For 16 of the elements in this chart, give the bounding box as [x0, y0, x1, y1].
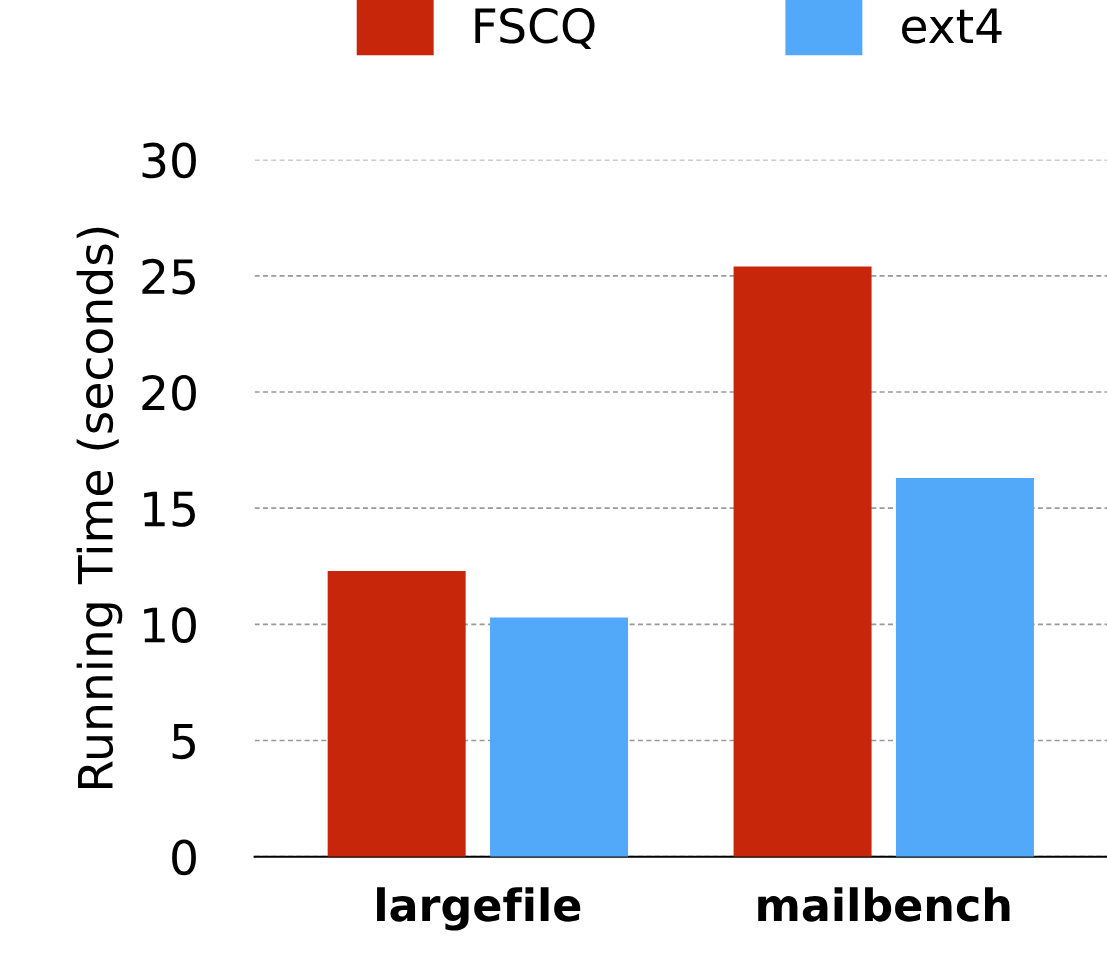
y-tick-label: 0	[172, 839, 196, 876]
y-tick-label: 25	[142, 258, 195, 295]
y-tick-label: 10	[144, 607, 196, 643]
y-tick-label: 15	[144, 491, 195, 527]
bar	[895, 478, 1034, 857]
legend-label: FSCQ	[475, 7, 595, 50]
bar	[733, 266, 872, 857]
y-tick-label: 20	[142, 374, 196, 411]
x-tick-label: mailbench	[758, 887, 1010, 922]
legend-label: ext4	[902, 8, 1002, 44]
y-tick-label: 30	[142, 142, 196, 179]
x-tick-label: largefile	[377, 887, 581, 931]
bar	[490, 617, 629, 857]
y-tick-label: 5	[172, 724, 195, 760]
y-axis-title: Running Time (seconds)	[76, 227, 123, 789]
bar	[327, 570, 466, 857]
